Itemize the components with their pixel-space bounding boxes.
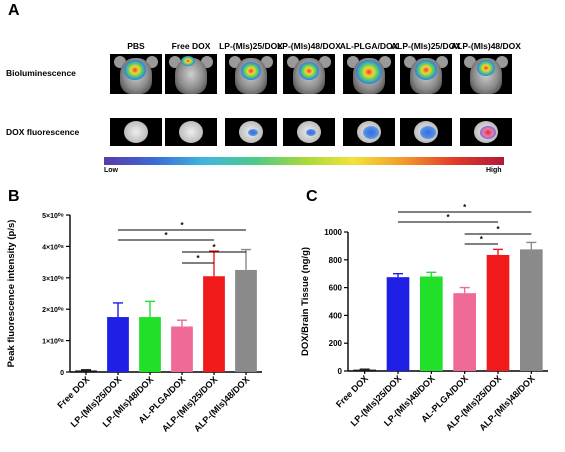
dox-fluorescence-image xyxy=(400,118,452,146)
y-tick-label: 600 xyxy=(329,284,343,293)
column-header: LP-(Mls)25/DOX xyxy=(219,41,283,51)
significance-star: * xyxy=(164,231,168,240)
x-tick-label: ALP-(Mls)25/DOX xyxy=(160,374,219,433)
bar xyxy=(107,317,129,372)
y-axis-label: Peak fluorescence intensity (p/s) xyxy=(6,220,17,368)
panel-a-letter: A xyxy=(8,2,20,19)
bioluminescence-image xyxy=(225,54,277,94)
bioluminescence-image xyxy=(165,54,217,94)
bar xyxy=(420,276,443,371)
panel-b-letter: B xyxy=(8,188,20,205)
bioluminescence-image xyxy=(400,54,452,94)
significance-star: * xyxy=(480,235,484,244)
bar xyxy=(171,326,193,372)
column-header: PBS xyxy=(127,41,145,51)
significance-star: * xyxy=(196,254,200,263)
y-tick-label: 1×10⁰⁸ xyxy=(42,338,64,346)
y-tick-label: 2×10⁰⁸ xyxy=(42,306,64,314)
dox-fluorescence-image xyxy=(225,118,277,146)
chart-c-dox-brain-tissue: 0 200 400 600 800 1000 DOX/Brain Tissue (ng/g)… xyxy=(300,203,548,433)
intensity-colorbar xyxy=(104,157,504,165)
bar xyxy=(203,276,225,372)
bioluminescence-image xyxy=(343,54,395,94)
bioluminescence-image xyxy=(110,54,162,94)
column-header: LP-(Mls)48/DOX xyxy=(277,41,341,51)
column-header: AL-PLGA/DOX xyxy=(339,41,399,51)
dox-fluorescence-image xyxy=(165,118,217,146)
y-tick-label: 800 xyxy=(329,256,343,265)
colorbar-high-label: High xyxy=(486,167,502,174)
y-tick-label: 4×10⁰⁸ xyxy=(42,243,64,251)
y-tick-label: 0 xyxy=(60,370,64,377)
y-tick-label: 1000 xyxy=(324,228,342,237)
colorbar-low-label: Low xyxy=(104,167,118,174)
bar xyxy=(520,249,543,371)
x-tick-label: ALP-(Mls)48/DOX xyxy=(192,374,251,433)
dox-fluorescence-image xyxy=(343,118,395,146)
bar xyxy=(75,370,97,372)
bar xyxy=(235,269,257,372)
column-header: Free DOX xyxy=(171,41,211,51)
y-tick-label: 200 xyxy=(329,339,343,348)
significance-star: * xyxy=(180,221,184,230)
y-tick-label: 3×10⁰⁸ xyxy=(42,275,64,283)
significance-star: * xyxy=(496,225,500,234)
y-tick-label: 400 xyxy=(329,311,343,320)
y-tick-label: 0 xyxy=(338,367,343,376)
y-axis-label: DOX/Brain Tissue (ng/g) xyxy=(300,247,311,356)
column-header: ALP-(Mls)48/DOX xyxy=(451,41,521,51)
significance-star: * xyxy=(212,243,216,252)
dox-fluorescence-image xyxy=(460,118,512,146)
row-label-dox-fluorescence: DOX fluorescence xyxy=(6,127,80,137)
dox-fluorescence-image xyxy=(283,118,335,146)
significance-star: * xyxy=(463,203,467,212)
y-tick-label: 5×10⁰⁸ xyxy=(42,212,64,220)
bioluminescence-image xyxy=(283,54,335,94)
bar xyxy=(453,293,476,371)
bar xyxy=(386,277,410,371)
significance-star: * xyxy=(446,213,450,222)
bar xyxy=(486,254,510,371)
bar xyxy=(353,369,376,371)
row-label-bioluminescence: Bioluminescence xyxy=(6,68,76,78)
column-header: ALP-(Mls)25/DOX xyxy=(391,41,461,51)
dox-fluorescence-image xyxy=(110,118,162,146)
panel-c-letter: C xyxy=(306,188,318,205)
bar xyxy=(139,317,161,372)
bioluminescence-image xyxy=(460,54,512,94)
chart-b-peak-fluorescence: 0 1×10⁰⁸ 2×10⁰⁸ 3×10⁰⁸ 4×10⁰⁸ 5×10⁰⁸ Peak fluo… xyxy=(6,212,262,434)
